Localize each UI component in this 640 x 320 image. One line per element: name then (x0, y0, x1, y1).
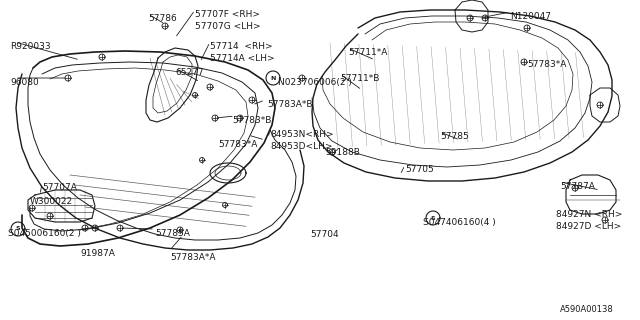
Text: 57785: 57785 (440, 132, 468, 141)
Text: A590A00138: A590A00138 (560, 305, 614, 314)
Text: 96080: 96080 (10, 78, 39, 87)
Text: 57783*B: 57783*B (232, 116, 271, 125)
Text: S: S (16, 227, 20, 231)
Text: 57783A*B: 57783A*B (267, 100, 312, 109)
Text: 84927N <RH>: 84927N <RH> (556, 210, 622, 219)
Text: W300022: W300022 (30, 197, 73, 206)
Text: R920033: R920033 (10, 42, 51, 51)
Text: 57707A: 57707A (42, 183, 77, 192)
Text: 57783*A: 57783*A (527, 60, 566, 69)
Text: 57785A: 57785A (155, 229, 190, 238)
Text: 57714  <RH>: 57714 <RH> (210, 42, 273, 51)
Text: 57704: 57704 (310, 230, 339, 239)
Text: 57711*B: 57711*B (340, 74, 380, 83)
Text: N: N (270, 76, 276, 81)
Text: 57714A <LH>: 57714A <LH> (210, 54, 275, 63)
Text: 57707F <RH>: 57707F <RH> (195, 10, 260, 19)
Text: 84953N<RH>: 84953N<RH> (270, 130, 333, 139)
Text: N023706006(2 ): N023706006(2 ) (278, 78, 352, 87)
Text: 57786: 57786 (148, 14, 177, 23)
Text: 65277: 65277 (175, 68, 204, 77)
Text: 84953D<LH>: 84953D<LH> (270, 142, 333, 151)
Text: 57711*A: 57711*A (348, 48, 387, 57)
Text: 57783*A: 57783*A (218, 140, 257, 149)
Text: S047406160(4 ): S047406160(4 ) (423, 218, 496, 227)
Text: S045006160(2 ): S045006160(2 ) (8, 229, 81, 238)
Text: 57705: 57705 (405, 165, 434, 174)
Text: 91987A: 91987A (80, 249, 115, 258)
Text: 59188B: 59188B (325, 148, 360, 157)
Text: 84927D <LH>: 84927D <LH> (556, 222, 621, 231)
Text: N120047: N120047 (510, 12, 551, 21)
Text: S: S (431, 215, 435, 220)
Text: 57787A: 57787A (560, 182, 595, 191)
Text: 57783A*A: 57783A*A (170, 253, 216, 262)
Text: 57707G <LH>: 57707G <LH> (195, 22, 260, 31)
